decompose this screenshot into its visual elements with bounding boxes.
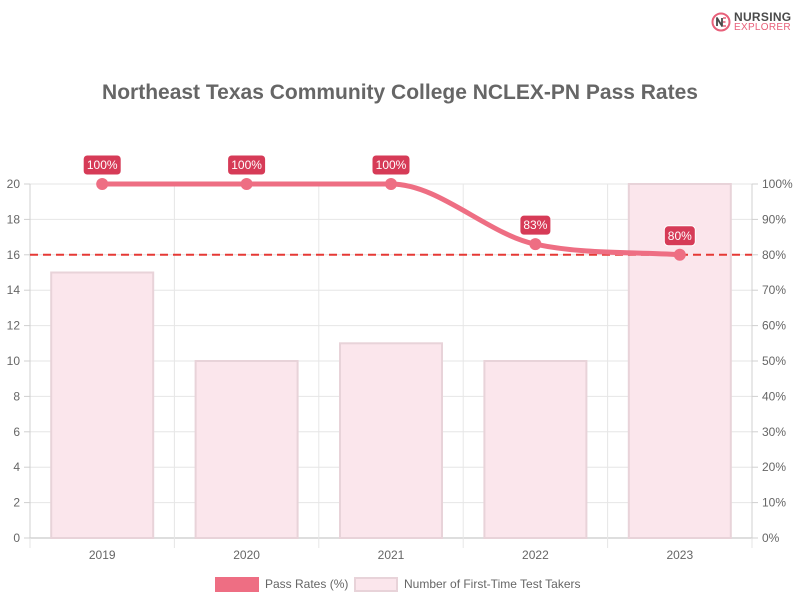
y-right-tick-label: 20%	[762, 460, 786, 474]
data-label-pass-rate: 100%	[87, 158, 118, 172]
y-left-tick-label: 6	[13, 425, 20, 439]
legend-swatch-pass-rates	[215, 576, 259, 592]
data-labels: 100% 100% 100% 83% 80%	[82, 154, 696, 247]
bar-test-takers	[50, 271, 155, 539]
data-label-pass-rate: 80%	[668, 229, 692, 243]
x-tick-label: 2020	[233, 548, 260, 562]
y-right-tick-label: 0%	[762, 531, 780, 545]
x-tick-label: 2022	[522, 548, 549, 562]
brand-name-line2: EXPLORER	[734, 22, 791, 33]
point-pass-rate	[96, 178, 109, 190]
y-right-tick-label: 70%	[762, 283, 786, 297]
legend: Pass Rates (%) Number of First-Time Test…	[0, 575, 800, 593]
data-label-box	[663, 225, 696, 247]
data-label-box	[82, 154, 122, 176]
data-label-box	[519, 214, 552, 236]
x-tick-label: 2021	[378, 548, 405, 562]
y-right-tick-label: 100%	[762, 177, 793, 191]
bar-series	[50, 183, 732, 539]
y-right-tick-label: 10%	[762, 496, 786, 510]
y-left-tick-label: 16	[7, 248, 21, 262]
point-pass-rate	[673, 248, 686, 261]
y-left-tick-label: 4	[13, 460, 20, 474]
y-right-tick-label: 60%	[762, 319, 786, 333]
axes: 0 0% 2 10% 4 20% 6 30% 8 40% 10 50% 12 60% 14 70% 16 80% 1…	[7, 177, 793, 562]
y-right-tick-label: 40%	[762, 389, 786, 403]
legend-swatch-test-takers	[354, 576, 398, 592]
y-right-tick-label: 90%	[762, 212, 786, 226]
y-left-tick-label: 14	[7, 283, 21, 297]
x-tick-label: 2019	[89, 548, 116, 562]
legend-item-pass-rates[interactable]: Pass Rates (%)	[215, 575, 348, 593]
data-label-pass-rate: 100%	[376, 158, 407, 172]
line-series	[96, 178, 686, 261]
bar-test-takers	[483, 360, 588, 539]
data-label-box	[371, 154, 411, 176]
y-left-tick-label: 2	[13, 496, 20, 510]
data-label-pass-rate: 100%	[231, 158, 262, 172]
nursing-explorer-icon	[711, 12, 731, 32]
legend-item-test-takers[interactable]: Number of First-Time Test Takers	[354, 575, 580, 593]
point-pass-rate	[240, 178, 253, 190]
y-right-tick-label: 50%	[762, 354, 786, 368]
y-left-tick-label: 12	[7, 319, 21, 333]
x-tick-label: 2023	[666, 548, 693, 562]
data-label-pass-rate: 83%	[523, 218, 547, 232]
brand-name-line1: NURSING	[734, 10, 792, 24]
y-left-tick-label: 0	[13, 531, 20, 545]
y-left-tick-label: 8	[13, 389, 20, 403]
y-right-tick-label: 30%	[762, 425, 786, 439]
point-pass-rate	[385, 178, 397, 190]
legend-label-pass-rates: Pass Rates (%)	[265, 577, 349, 591]
bar-test-takers	[194, 360, 299, 539]
legend-label-test-takers: Number of First-Time Test Takers	[404, 577, 581, 591]
point-pass-rate	[529, 238, 542, 251]
bar-test-takers	[339, 342, 443, 539]
brand-logo: NURSING EXPLORER	[710, 8, 795, 36]
y-left-tick-label: 18	[7, 212, 21, 226]
y-left-tick-label: 10	[7, 354, 21, 368]
y-right-tick-label: 80%	[762, 248, 786, 262]
y-left-tick-label: 20	[7, 177, 21, 191]
data-label-box	[227, 154, 267, 176]
chart-title: Northeast Texas Community College NCLEX-…	[102, 81, 698, 104]
